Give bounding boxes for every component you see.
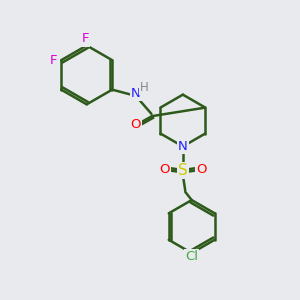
Text: Cl: Cl (185, 250, 198, 263)
Text: N: N (131, 87, 141, 100)
Text: O: O (159, 163, 170, 176)
Text: F: F (50, 54, 58, 67)
Text: S: S (178, 163, 188, 178)
Text: F: F (82, 32, 89, 46)
Text: N: N (178, 140, 188, 153)
Text: O: O (196, 163, 206, 176)
Text: O: O (130, 118, 141, 131)
Text: H: H (140, 81, 149, 94)
